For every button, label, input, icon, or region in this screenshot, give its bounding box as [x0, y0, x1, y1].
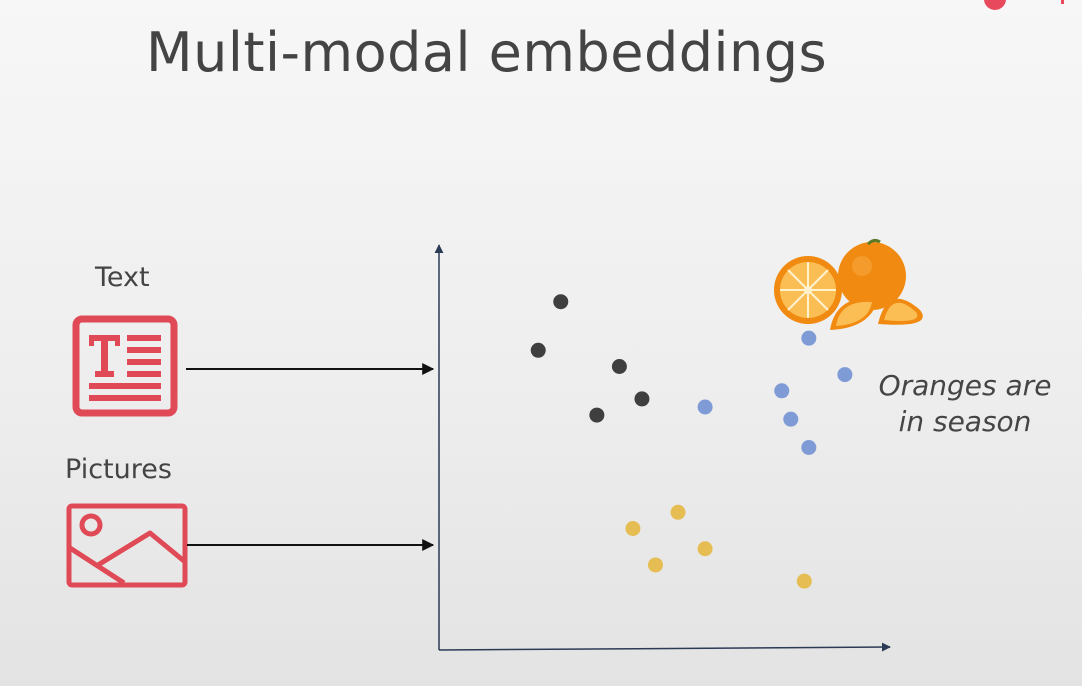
record-indicator-mark — [1061, 0, 1064, 4]
text-document-icon — [72, 315, 178, 417]
oranges-image — [774, 238, 923, 330]
text-input-label: Text — [95, 262, 150, 293]
embedding-point — [697, 541, 713, 557]
caption-line-1: Oranges are — [878, 369, 1052, 402]
caption: Oranges are in season — [855, 368, 1075, 440]
x-axis — [438, 642, 891, 652]
embedding-point — [837, 367, 853, 383]
embedding-point — [625, 521, 641, 536]
embedding-points — [530, 294, 853, 589]
embedding-point — [783, 411, 799, 427]
embedding-point — [670, 504, 686, 520]
embedding-point — [530, 342, 546, 358]
embedding-point — [634, 391, 650, 407]
caption-line-2: in season — [898, 405, 1032, 438]
embedding-point — [553, 294, 569, 310]
slide-title: Multi-modal embeddings — [146, 21, 828, 84]
pictures-input-label: Pictures — [65, 454, 172, 485]
embedding-point — [801, 440, 817, 455]
embedding-point — [796, 573, 812, 589]
embedding-point — [801, 330, 817, 346]
embedding-point — [611, 359, 627, 374]
picture-icon — [66, 503, 188, 588]
embedding-point — [647, 557, 663, 573]
embedding-point — [697, 399, 713, 415]
embedding-point — [589, 407, 605, 423]
record-indicator-icon — [984, 0, 1006, 10]
embedding-point — [774, 383, 790, 399]
